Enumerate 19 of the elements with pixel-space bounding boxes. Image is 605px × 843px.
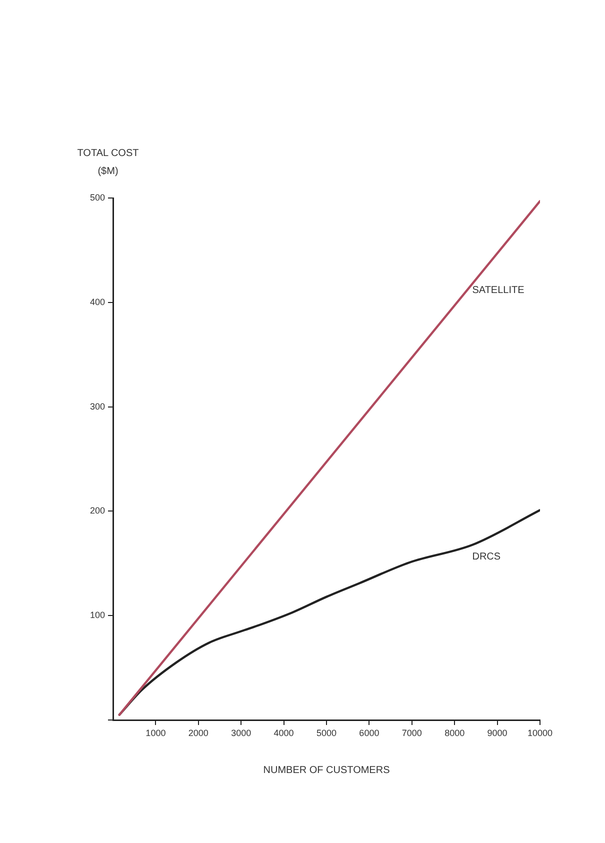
y-axis-title: TOTAL COST ($M)	[77, 148, 139, 177]
x-tick-label: 1000	[146, 728, 166, 738]
x-axis-title: NUMBER OF CUSTOMERS	[263, 764, 390, 776]
y-tick-label: 100	[90, 610, 105, 620]
x-tick-label: 10000	[527, 728, 553, 738]
x-tick-label: 8000	[444, 728, 465, 738]
x-tick-label: 9000	[487, 728, 508, 738]
x-tick-label: 5000	[316, 728, 337, 738]
x-tick-label: 7000	[402, 728, 422, 738]
x-tick-label: 6000	[359, 728, 380, 738]
y-tick-label: 500	[90, 192, 105, 202]
y-tick-label: 400	[90, 296, 105, 307]
x-tick-label: 2000	[188, 728, 208, 738]
x-tick-label: 3000	[231, 728, 252, 738]
y-tick-label: 200	[90, 506, 105, 516]
series-label: DRCS	[472, 552, 501, 563]
x-tick-label: 4000	[274, 728, 294, 738]
y-tick-label: 300	[90, 401, 105, 412]
series-label: SATELLITE	[472, 284, 525, 296]
